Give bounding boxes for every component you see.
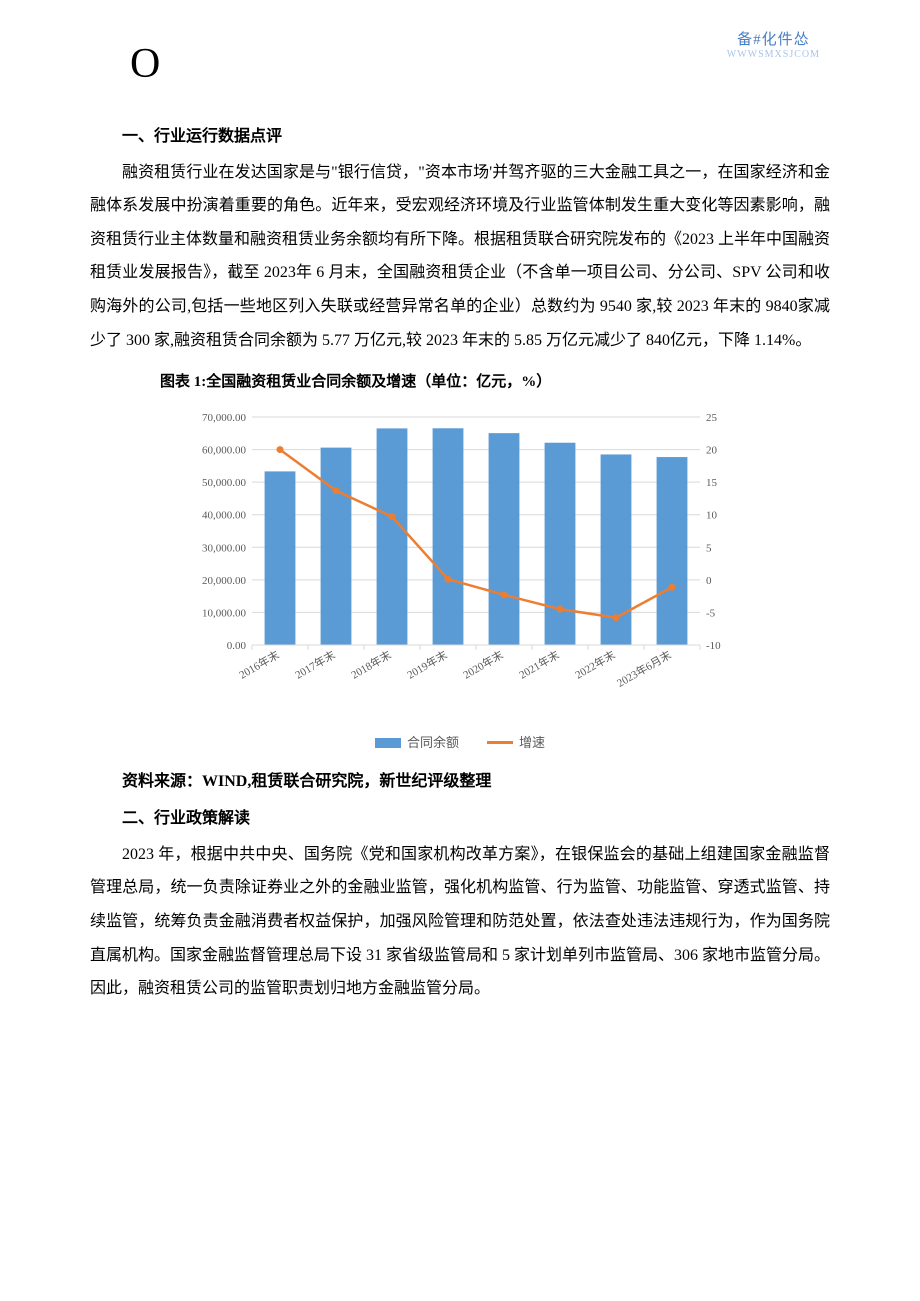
- svg-text:-10: -10: [706, 640, 721, 652]
- svg-text:60,000.00: 60,000.00: [202, 444, 247, 456]
- svg-text:15: 15: [706, 477, 718, 489]
- legend-line-item: 增速: [487, 729, 545, 756]
- svg-text:0: 0: [706, 575, 712, 587]
- legend-bar-label: 合同余额: [407, 729, 459, 756]
- header-right: 备#化件怂 WWWSMXSJCOM: [727, 28, 820, 60]
- legend-line-label: 增速: [519, 729, 545, 756]
- svg-text:20: 20: [706, 444, 718, 456]
- svg-text:30,000.00: 30,000.00: [202, 542, 247, 554]
- legend-line-swatch: [487, 741, 513, 744]
- page-content: 一、行业运行数据点评 融资租赁行业在发达国家是与"银行信贷，"资本市场'并驾齐驱…: [90, 120, 830, 1006]
- section2-title: 二、行业政策解读: [90, 802, 830, 836]
- chart-container: 0.00 10,000.00 20,000.00 30,000.00 40,000.00…: [180, 405, 740, 757]
- chart-title: 图表 1:全国融资租赁业合同余额及增速（单位：亿元，%）: [160, 367, 830, 399]
- header-line1: 备#化件怂: [727, 28, 820, 49]
- svg-text:10,000.00: 10,000.00: [202, 607, 247, 619]
- svg-text:10: 10: [706, 509, 718, 521]
- section1-paragraph: 融资租赁行业在发达国家是与"银行信贷，"资本市场'并驾齐驱的三大金融工具之一，在…: [90, 156, 830, 358]
- svg-text:25: 25: [706, 412, 718, 424]
- section1-title: 一、行业运行数据点评: [90, 120, 830, 154]
- header-url: WWWSMXSJCOM: [727, 49, 820, 60]
- legend-bar-item: 合同余额: [375, 729, 459, 756]
- svg-text:-5: -5: [706, 607, 716, 619]
- logo: O: [130, 40, 160, 88]
- svg-text:70,000.00: 70,000.00: [202, 412, 247, 424]
- svg-text:0.00: 0.00: [227, 640, 247, 652]
- source-line: 资料来源：WIND,租赁联合研究院，新世纪评级整理: [90, 765, 830, 799]
- svg-text:40,000.00: 40,000.00: [202, 509, 247, 521]
- svg-text:5: 5: [706, 542, 712, 554]
- section2-paragraph: 2023 年，根据中共中央、国务院《党和国家机构改革方案》，在银保监会的基础上组…: [90, 838, 830, 1006]
- chart-svg: 0.00 10,000.00 20,000.00 30,000.00 40,000.00…: [180, 405, 740, 715]
- svg-text:20,000.00: 20,000.00: [202, 575, 247, 587]
- legend-bar-swatch: [375, 738, 401, 748]
- chart-legend: 合同余额 增速: [180, 729, 740, 756]
- svg-text:50,000.00: 50,000.00: [202, 477, 247, 489]
